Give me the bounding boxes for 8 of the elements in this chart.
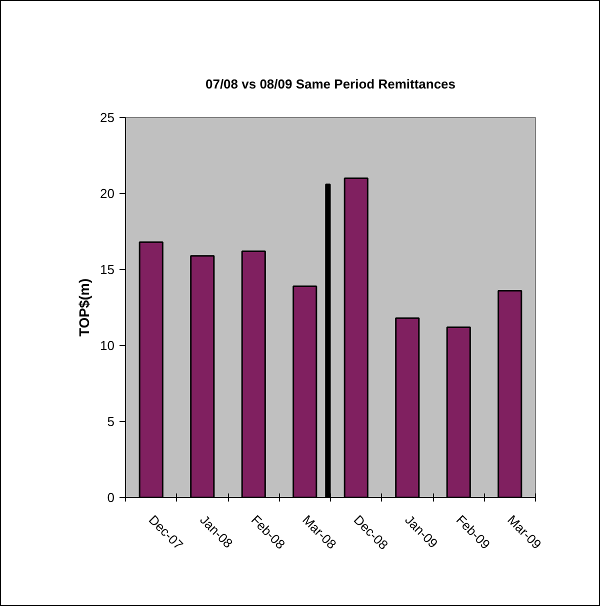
y-tick-label: 0 <box>107 490 115 505</box>
y-tick-label: 20 <box>100 186 115 201</box>
y-tick-label: 25 <box>100 110 115 125</box>
y-tick-label: 5 <box>107 414 115 429</box>
y-axis-title: TOP$(m) <box>76 278 92 337</box>
chart-title: 07/08 vs 08/09 Same Period Remittances <box>205 76 456 92</box>
y-tick-label: 15 <box>100 262 115 277</box>
y-tick-label: 10 <box>100 338 115 353</box>
